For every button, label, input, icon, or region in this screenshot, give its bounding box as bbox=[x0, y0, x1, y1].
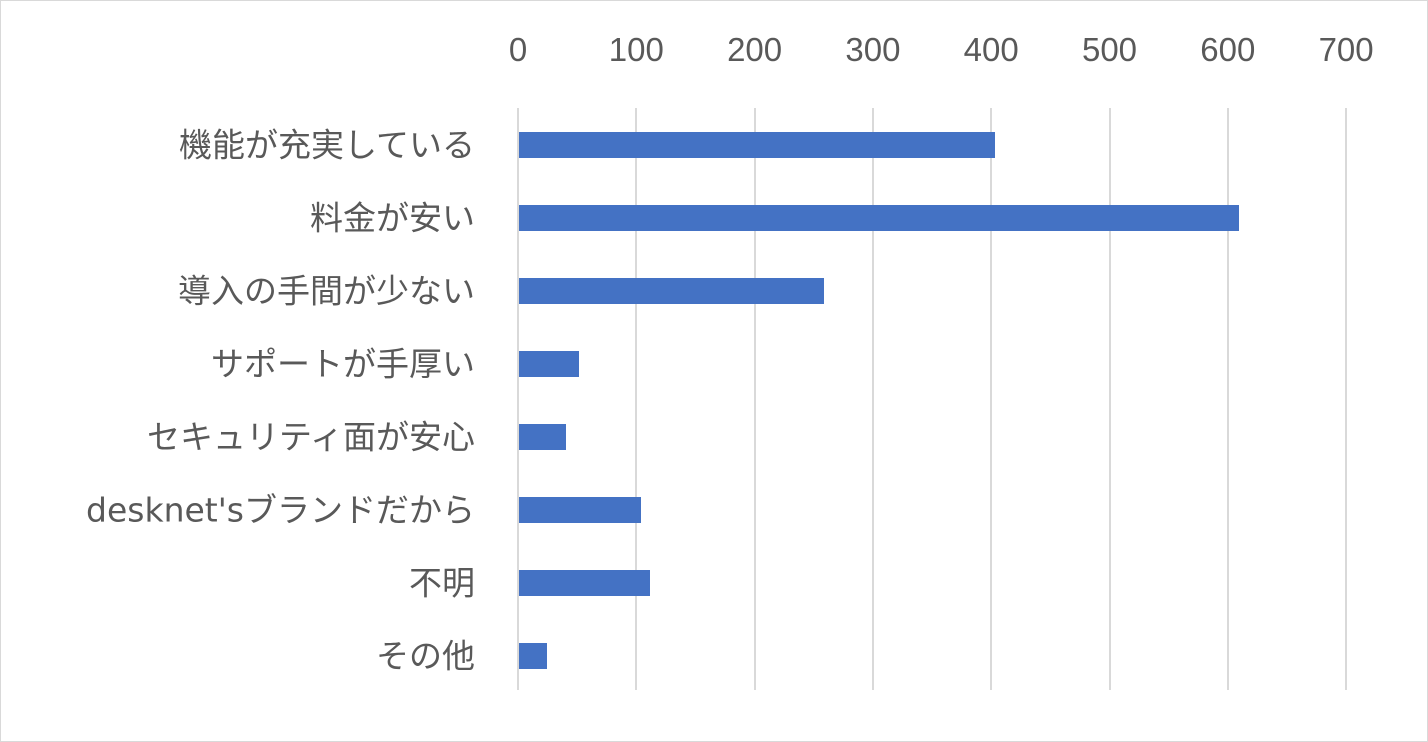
x-tick-label: 600 bbox=[1200, 31, 1256, 68]
gridline bbox=[635, 108, 638, 690]
category-label: 導入の手間が少ない bbox=[178, 271, 475, 311]
x-tick-label: 500 bbox=[1081, 31, 1138, 68]
gridline bbox=[990, 108, 993, 690]
category-label: サポートが手厚い bbox=[211, 344, 475, 384]
category-label: 機能が充実している bbox=[178, 125, 475, 165]
category-label: desknet'sブランドだから bbox=[86, 490, 475, 530]
x-tick-label: 300 bbox=[845, 31, 901, 68]
bar bbox=[519, 424, 567, 450]
bar bbox=[519, 570, 651, 596]
gridline bbox=[1226, 108, 1229, 690]
category-label: セキュリティ面が安心 bbox=[146, 417, 475, 457]
x-tick-label: 100 bbox=[608, 31, 664, 68]
x-tick-label: 400 bbox=[963, 31, 1019, 68]
bar bbox=[519, 278, 825, 304]
bar bbox=[519, 132, 995, 158]
gridline bbox=[871, 108, 874, 690]
gridline bbox=[1108, 108, 1111, 690]
bar bbox=[519, 351, 580, 377]
category-label: その他 bbox=[376, 636, 475, 676]
bar bbox=[519, 497, 641, 523]
x-tick-label: 0 bbox=[508, 31, 528, 68]
gridline bbox=[517, 108, 519, 690]
gridline bbox=[1345, 108, 1348, 690]
bar bbox=[519, 205, 1240, 231]
x-tick-label: 200 bbox=[727, 31, 783, 68]
category-label: 料金が安い bbox=[310, 198, 475, 238]
bar bbox=[519, 643, 548, 669]
gridline bbox=[753, 108, 756, 690]
category-label: 不明 bbox=[409, 563, 475, 603]
x-tick-label: 700 bbox=[1318, 31, 1374, 68]
